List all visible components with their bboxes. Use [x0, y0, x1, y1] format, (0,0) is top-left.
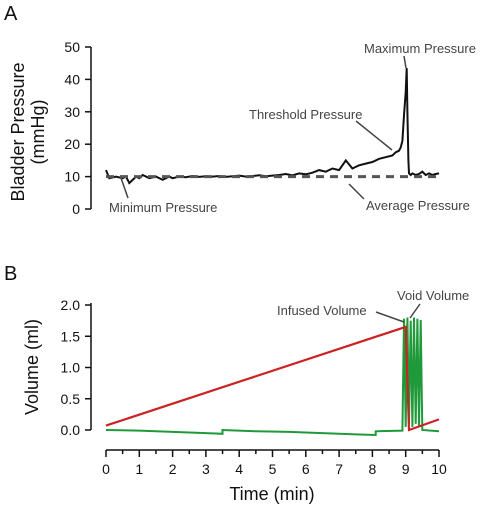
panel-a-y-tick-label: 10	[64, 169, 80, 185]
panel-b-y-tick-label: 0.5	[61, 391, 81, 407]
panel-b-x-tick-label: 7	[335, 461, 343, 477]
panel-a-series	[105, 68, 440, 185]
panel-a-chart: Bladder Pressure (mmHg) 0 10 20 30 40 50 Maxi…	[8, 39, 476, 217]
panel-b-x-tick-label: 3	[202, 461, 210, 477]
panel-b-x-tick-label: 2	[169, 461, 177, 477]
panel-b-xlabel: Time (min)	[229, 484, 314, 504]
panel-a-y-tick-label: 0	[72, 201, 80, 217]
annotation-void-volume: Void Volume	[397, 288, 469, 303]
panel-a-ylabel-line1: Bladder Pressure	[8, 62, 28, 201]
panel-b-series	[105, 317, 440, 437]
annotation-minimum-pressure: Minimum Pressure	[109, 200, 217, 215]
panel-b-x-tick-label: 6	[302, 461, 310, 477]
panel-b-x-tick-label: 1	[135, 461, 143, 477]
max-pressure-leader	[403, 55, 407, 69]
panel-b-ylabel: Volume (ml)	[22, 319, 42, 415]
panel-a-y-tick-label: 40	[64, 71, 80, 87]
panel-b-x-ticks: 0 1 2 3 4 5 6 7 8 9 10	[102, 450, 447, 477]
panel-a-y-ticks: 0 10 20 30 40 50	[64, 39, 91, 217]
panel-a-ylabel-line2: (mmHg)	[28, 100, 48, 165]
panel-b-y-tick-label: 1.5	[61, 328, 81, 344]
panel-a-y-tick-label: 20	[64, 136, 80, 152]
panel-a-letter: A	[4, 3, 18, 25]
min-pressure-leader	[120, 177, 129, 199]
annotation-threshold-pressure: Threshold Pressure	[249, 107, 362, 122]
panel-b-y-ticks: 0.0 0.5 1.0 1.5 2.0	[61, 297, 91, 438]
void-volume-leader	[409, 303, 421, 319]
panel-b-y-tick-label: 2.0	[61, 297, 81, 313]
panel-a-y-tick-label: 50	[64, 39, 80, 55]
panel-b-x-tick-label: 4	[235, 461, 243, 477]
void-volume-trace	[105, 317, 440, 437]
threshold-pressure-leader	[355, 120, 393, 151]
infused-volume-leader	[375, 311, 405, 323]
panel-b-y-tick-label: 0.0	[61, 422, 81, 438]
panel-b-x-tick-label: 10	[431, 461, 447, 477]
annotation-maximum-pressure: Maximum Pressure	[364, 41, 476, 56]
panel-b-letter: B	[4, 263, 17, 285]
panel-b-y-tick-label: 1.0	[61, 360, 81, 376]
avg-pressure-leader	[348, 183, 365, 200]
panel-b-x-tick-label: 0	[102, 461, 110, 477]
panel-b-x-tick-label: 8	[369, 461, 377, 477]
infused-volume-trace	[105, 325, 440, 432]
panel-b-x-tick-label: 9	[402, 461, 410, 477]
annotation-average-pressure: Average Pressure	[366, 198, 470, 213]
bladder-pressure-trace	[105, 68, 440, 185]
panel-a-y-tick-label: 30	[64, 104, 80, 120]
panel-b-x-tick-label: 5	[269, 461, 277, 477]
annotation-infused-volume: Infused Volume	[277, 303, 367, 318]
panel-b-chart: Volume (ml) 0.0 0.5 1.0 1.5 2.0 0 1 2 3 4 5 6 7 8 9 10…	[22, 288, 469, 504]
